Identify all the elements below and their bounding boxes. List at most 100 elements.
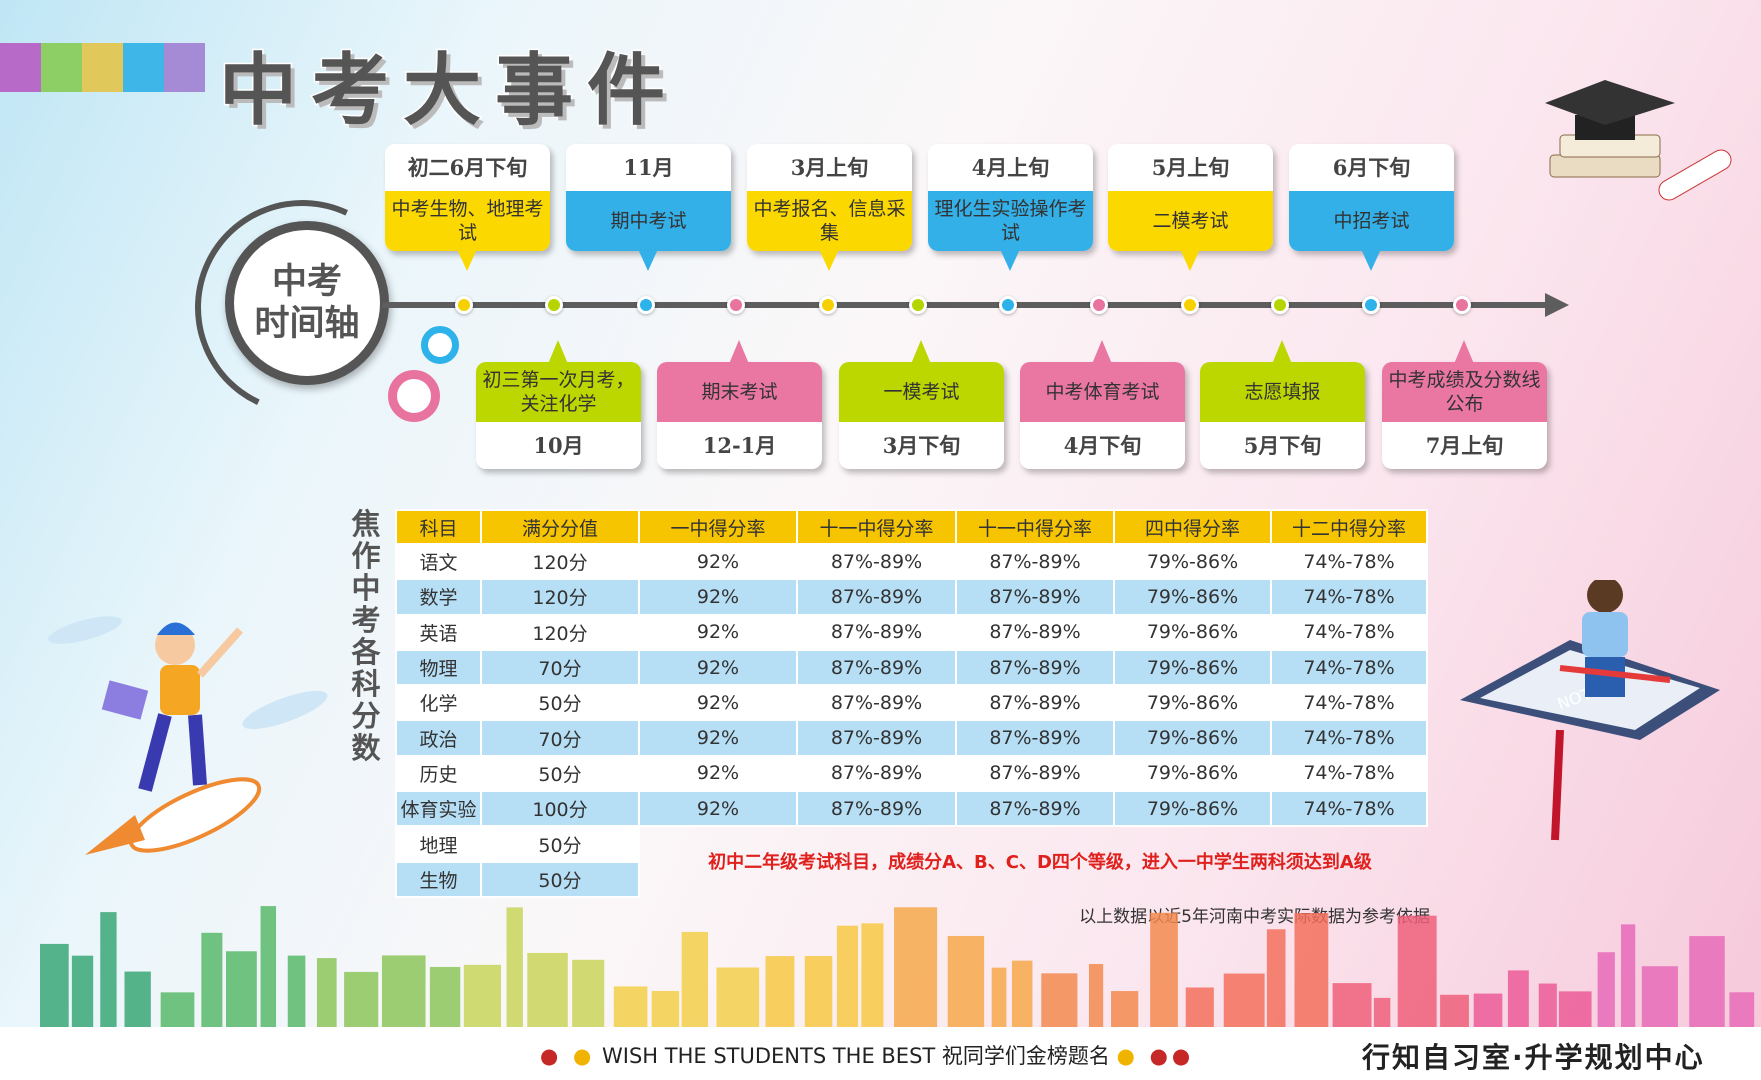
column-header: 十二中得分率: [1270, 509, 1428, 545]
full-score-cell: 50分: [480, 860, 640, 898]
timeline-card-top: 4月上旬 理化生实验操作考试: [928, 144, 1093, 271]
timeline-card-top: 5月上旬 二模考试: [1108, 144, 1273, 271]
event-date: 6月下旬: [1332, 155, 1411, 180]
full-score-cell: 120分: [480, 542, 640, 581]
skyline-building: [527, 952, 568, 1030]
skyline-building: [344, 971, 379, 1030]
event-date: 4月下旬: [1063, 433, 1142, 458]
skyline-building: [100, 912, 117, 1030]
skyline-building: [1641, 966, 1678, 1030]
subject-cell: 化学: [395, 684, 482, 722]
skyline-building: [947, 935, 985, 1030]
skyline-building: [429, 966, 461, 1030]
skyline-building: [1088, 964, 1104, 1030]
skyline-building: [1011, 960, 1033, 1030]
skyline-building: [1223, 973, 1265, 1030]
subject-cell: 政治: [395, 719, 482, 757]
arrow-right-icon: [1545, 293, 1569, 317]
timeline-axis: [382, 302, 1557, 308]
score-rate-cell: 87%-89%: [796, 648, 957, 687]
skyline-building: [861, 923, 884, 1030]
full-score-cell: 50分: [480, 684, 640, 722]
timeline-dot: [1090, 296, 1108, 314]
score-rate-cell: 87%-89%: [796, 790, 957, 828]
subject-cell: 物理: [395, 648, 482, 687]
event-name: 中考生物、地理考试: [385, 191, 550, 251]
event-date: 3月上旬: [790, 155, 869, 180]
color-bar: [82, 43, 123, 92]
skyline-building: [1111, 991, 1139, 1030]
hub-label-line1: 中考: [271, 262, 342, 302]
event-name: 理化生实验操作考试: [928, 191, 1093, 251]
timeline-dot: [727, 296, 745, 314]
skyline-building: [1507, 970, 1529, 1030]
skyline-building: [572, 959, 605, 1030]
skyline-building: [1041, 973, 1078, 1030]
full-score-cell: 100分: [480, 790, 640, 828]
timeline-hub: 中考 时间轴: [225, 221, 389, 385]
blue-ring-decoration: [421, 326, 459, 364]
column-header: 一中得分率: [638, 509, 798, 545]
score-rate-cell: 87%-89%: [955, 719, 1115, 757]
score-rate-cell: 87%-89%: [955, 542, 1115, 581]
event-date: 10月: [533, 433, 584, 458]
card-pointer: [911, 340, 931, 364]
timeline-dot: [909, 296, 927, 314]
graduation-cap-icon: [1545, 80, 1732, 201]
skyline-building: [681, 931, 709, 1030]
timeline-card-bottom: 初三第一次月考，关注化学 10月: [476, 340, 641, 469]
full-score-cell: 120分: [480, 578, 640, 616]
skyline-building: [836, 925, 859, 1030]
card-pointer: [548, 340, 568, 364]
hub-label-line2: 时间轴: [254, 304, 360, 344]
timeline-card-top: 初二6月下旬 中考生物、地理考试: [385, 144, 550, 271]
skyline-building: [40, 943, 69, 1030]
column-header: 四中得分率: [1113, 509, 1272, 545]
score-rate-cell: 87%-89%: [796, 719, 957, 757]
card-pointer: [638, 249, 658, 271]
skyline-building: [124, 971, 151, 1030]
skyline-building: [1440, 994, 1469, 1030]
skyline-building: [613, 986, 648, 1030]
color-bar: [0, 43, 41, 92]
event-name: 中考成绩及分数线公布: [1382, 362, 1547, 422]
score-rate-cell: 87%-89%: [955, 578, 1115, 616]
table-row: 地理 50分: [395, 825, 1427, 863]
table-row: 历史 50分 92% 87%-89% 87%-89% 79%-86% 74%-78%: [395, 754, 1428, 793]
score-rate-cell: 92%: [638, 613, 798, 651]
timeline-dot: [545, 296, 563, 314]
skyline-building: [991, 967, 1007, 1030]
card-pointer: [1000, 249, 1020, 271]
subject-cell: 历史: [395, 754, 482, 793]
subject-cell: 生物: [395, 860, 482, 898]
score-rate-cell: 87%-89%: [955, 613, 1115, 651]
score-rate-cell: 87%-89%: [796, 684, 957, 722]
timeline-card-top: 11月 期中考试: [566, 144, 731, 271]
event-date: 5月下旬: [1243, 433, 1322, 458]
score-rate-cell: 79%-86%: [1113, 790, 1272, 828]
timeline-card-bottom: 中考体育考试 4月下旬: [1020, 340, 1185, 469]
card-pointer: [819, 249, 839, 271]
table-row: 生物 50分: [395, 860, 1427, 898]
card-pointer: [1180, 249, 1200, 271]
decorative-color-bars: [0, 43, 205, 92]
skyline-building: [1332, 983, 1372, 1030]
card-pointer: [457, 249, 477, 271]
score-rate-cell: 87%-89%: [796, 542, 957, 581]
score-rate-cell: 92%: [638, 790, 798, 828]
full-score-cell: 50分: [480, 754, 640, 793]
skyline-building: [1597, 952, 1615, 1030]
score-rate-cell: 79%-86%: [1113, 648, 1272, 687]
score-rate-cell: 87%-89%: [955, 684, 1115, 722]
timeline-dot: [1453, 296, 1471, 314]
skyline-building: [1729, 992, 1755, 1030]
table-row: 体育实验 100分 92% 87%-89% 87%-89% 79%-86% 74%-78%: [395, 790, 1428, 828]
column-header: 十一中得分率: [796, 509, 957, 545]
full-score-cell: 120分: [480, 613, 640, 651]
pink-ring-decoration: [388, 370, 440, 422]
event-name: 二模考试: [1108, 191, 1273, 251]
skyline-building: [260, 906, 277, 1030]
table-row: 数学 120分 92% 87%-89% 87%-89% 79%-86% 74%-78%: [395, 578, 1428, 616]
event-name: 志愿填报: [1200, 362, 1365, 422]
card-pointer: [1092, 340, 1112, 364]
